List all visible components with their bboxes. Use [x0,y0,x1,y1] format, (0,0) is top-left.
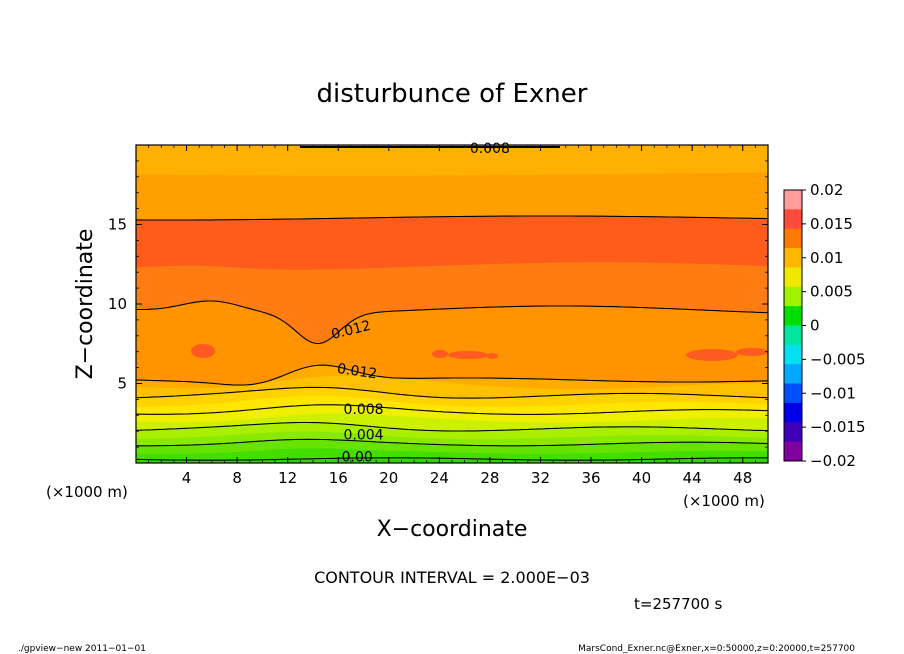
contour-line [136,386,768,399]
y-axis-ticks: 5 10 15 [108,160,768,448]
contour-line [136,404,768,415]
contour-maxima-patches [191,344,768,361]
chart-title: disturbunce of Exner [317,79,588,109]
contour-maximum [432,350,448,358]
contour-band [136,215,768,270]
colorbar-swatch [784,190,802,210]
colorbar-tick-label: 0.005 [810,283,853,301]
colorbar-tick-label: −0.015 [810,418,866,436]
contour-maximum [448,351,488,359]
x-tick-label: 36 [581,469,600,487]
x-unit-left: (×1000 m) [46,483,128,501]
y-axis-label: Z−coordinate [73,229,98,380]
x-tick-label: 48 [733,469,752,487]
colorbar-swatch [784,383,802,404]
contour-line [136,457,768,461]
contour-label: 0.008 [343,402,383,418]
contour-line [136,421,768,432]
x-tick-label: 4 [182,469,192,487]
colorbar-swatch [784,267,802,288]
contour-line [136,300,768,345]
footer-right: MarsCond_Exner.nc@Exner,x=0:50000,z=0:20… [578,644,855,654]
y-tick-label: 15 [108,216,127,234]
colorbar-swatch [784,344,802,365]
x-tick-label: 32 [531,469,550,487]
time-text: t=257700 s [634,595,722,613]
colorbar-tick-label: −0.01 [810,384,856,402]
x-tick-label: 24 [430,469,449,487]
colorbar-tick-label: 0.02 [810,181,843,199]
colorbar-swatch [784,422,802,443]
colorbar-swatch [784,286,802,307]
y-tick-label: 5 [117,375,127,393]
x-axis-ticks: 4 8 12 16 20 24 28 32 36 40 44 48 [148,145,756,487]
contour-band [136,145,768,176]
colorbar-tick-label: 0 [810,317,820,335]
colorbar-tick-label: −0.005 [810,350,866,368]
contour-interval-text: CONTOUR INTERVAL = 2.000E−03 [314,568,590,587]
x-tick-label: 16 [329,469,348,487]
contour-line [136,438,768,447]
plot-area [136,145,768,463]
contour-lines [136,146,768,461]
colorbar-swatch [784,364,802,385]
colorbar-tick-label: −0.02 [810,452,856,470]
x-tick-label: 12 [278,469,297,487]
contour-maximum [686,349,738,361]
colorbar-tick-label: 0.01 [810,249,843,267]
x-tick-label: 20 [379,469,398,487]
contour-label: 0.00 [342,450,373,466]
colorbar-swatch [784,402,802,423]
contour-maximum [736,348,768,356]
colorbar-swatch [784,441,802,462]
contour-band [136,300,768,386]
footer-left: ./gpview−new 2011−01−01 [18,644,146,654]
x-tick-label: 44 [683,469,702,487]
y-tick-label: 10 [108,295,127,313]
colorbar-swatch [784,209,802,230]
colorbar [783,189,803,462]
x-tick-label: 40 [632,469,651,487]
contour-label: 0.012 [336,361,378,382]
colorbar-swatch [784,228,802,249]
contour-label: 0.004 [343,427,383,443]
contour-line [136,364,768,386]
contour-maximum [191,344,215,358]
contour-maximum [486,353,498,359]
x-tick-label: 8 [232,469,242,487]
x-unit-right: (×1000 m) [683,492,765,510]
x-tick-label: 28 [480,469,499,487]
colorbar-tick-labels: 0.02 0.015 0.01 0.005 0 −0.005 −0.01 −0.015 −0.0… [802,181,866,470]
colorbar-swatch [784,248,802,268]
x-axis-label: X−coordinate [377,517,528,542]
contour-line [136,215,768,221]
colorbar-tick-label: 0.015 [810,215,853,233]
colorbar-swatch [784,306,802,326]
contour-band [136,172,768,221]
colorbar-swatch [784,325,802,346]
